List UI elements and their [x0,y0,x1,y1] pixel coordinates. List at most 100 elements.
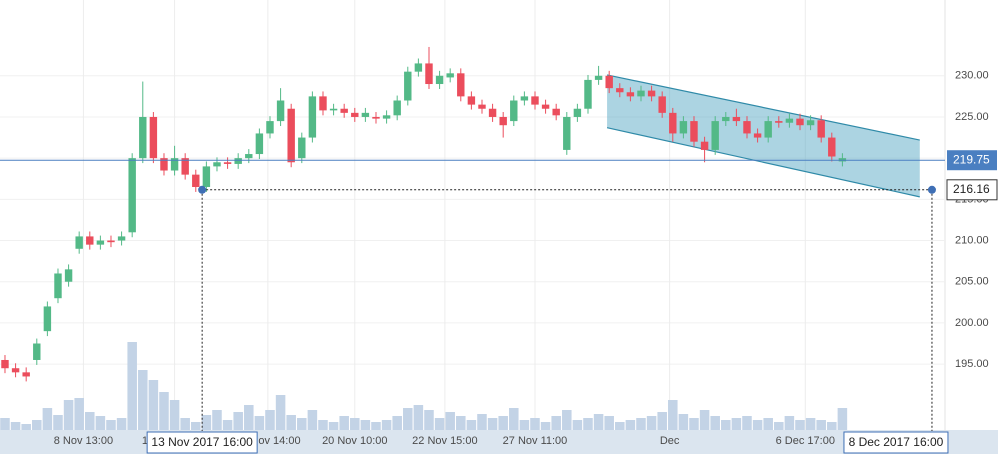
measure-x-box [843,431,949,454]
candle-body [541,104,550,109]
candle-body [563,116,571,150]
volume-bar [593,414,604,430]
candle-body [160,158,168,171]
candle-body [245,154,253,159]
candle-body [510,100,518,122]
volume-bar [403,408,413,430]
volume-bar [318,420,328,430]
volume-bar [392,416,402,430]
volume-bar [413,405,424,430]
volume-bar [53,415,63,430]
candle-body [817,120,825,138]
y-tick-label: 225.00 [955,111,989,123]
volume-bar [805,418,816,430]
volume-bar [742,416,752,430]
candle-body [149,116,158,159]
channel-fill [607,74,920,197]
volume-bar [138,370,148,430]
candle-body [43,306,52,332]
candle-body [806,120,815,126]
volume-bar [21,424,31,430]
candle-body [552,108,560,116]
volume-bar [201,415,212,430]
volume-bar [32,420,42,430]
volume-bar [297,418,307,430]
candle-body [181,158,189,175]
candle-body [520,96,529,101]
candle-body [234,158,242,164]
volume-bar [0,418,10,430]
volume-bar [731,418,742,430]
candle-body [700,141,709,150]
y-tick-label: 205.00 [955,276,989,288]
volume-bar [816,420,826,430]
candle-body [1,359,9,369]
candle-body [637,90,645,97]
candle-body [531,96,539,105]
candle-body [690,121,698,142]
candle-body [457,73,465,97]
candle-body [340,108,348,113]
last-price-label: 219.75 [953,152,990,166]
volume-bar [572,420,583,430]
candle-body [372,116,380,119]
measure-handle [927,185,936,194]
volume-bar [116,418,127,430]
volume-bar [604,416,614,430]
volume-bar [519,420,530,430]
volume-bar [445,412,455,430]
volume-bar [562,410,572,430]
volume-bar [477,414,487,430]
volume-bar [233,412,243,430]
measure-y-label: 216.16 [953,182,990,196]
candle-body [33,343,41,360]
candle-body [329,108,338,111]
candle-body [86,236,94,245]
volume-bar [689,418,699,430]
channel-line [606,74,920,141]
volume-bar [244,405,254,430]
volume-bar [74,398,84,430]
volume-bar [381,420,392,430]
y-tick-label: 200.00 [955,317,989,329]
candle-body [605,75,613,89]
candle-body [192,174,200,187]
candle-body [679,121,688,134]
candle-body [478,104,486,109]
volume-bar [487,418,498,430]
volume-bar [763,418,773,430]
candle-body [255,133,264,155]
volume-bar [424,410,434,430]
volume-bar [350,418,360,430]
volume-bar [265,410,275,430]
candle-body [117,236,126,241]
volume-bar [360,420,371,430]
candle-body [488,108,497,117]
volume-bar [615,422,625,430]
volume-bar [434,418,445,430]
measure-x-label: 8 Dec 2017 16:00 [849,435,944,449]
candle-body [382,115,391,119]
candle-body [467,96,476,105]
candle-body [64,269,73,282]
volume-bar [509,408,519,430]
volume-bar [286,415,296,430]
candle-body [266,121,274,134]
candle-body [584,79,592,109]
candle-body [107,240,115,243]
volume-bar [657,412,667,430]
candle-body [128,158,136,233]
x-tick-label: 27 Nov 11:00 [503,435,568,447]
volume-bar [212,410,222,430]
candle-body [669,112,677,134]
candle-body [54,273,62,299]
candle-body [626,92,635,97]
volume-bar [827,422,837,430]
volume-bar [530,418,540,430]
volume-bar [159,392,169,430]
y-tick-label: 230.00 [955,70,989,82]
measure-x-box [146,431,258,454]
candle-body [594,75,603,80]
volume-bar [625,420,636,430]
